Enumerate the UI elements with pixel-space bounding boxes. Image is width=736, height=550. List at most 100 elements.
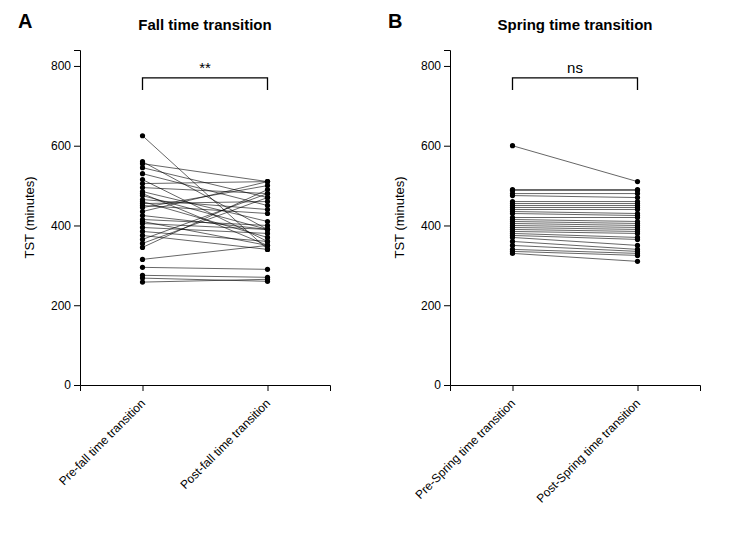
tick: Post-fall time transition (177, 385, 273, 492)
bracket (143, 78, 268, 90)
tick: 200 (421, 299, 450, 313)
tick: 400 (421, 219, 450, 233)
marks (510, 143, 640, 264)
connector (143, 198, 268, 244)
y-axis: 0 200 400 600 800 (51, 51, 81, 393)
connector (513, 237, 638, 245)
tick-mark (143, 385, 144, 391)
dot (140, 257, 145, 262)
connector (513, 219, 638, 221)
dot (265, 179, 270, 184)
connector (513, 214, 638, 216)
dot (140, 171, 145, 176)
connector (143, 194, 268, 240)
connector (513, 146, 638, 182)
dot (510, 251, 515, 256)
connector (143, 245, 268, 259)
y-axis-title: TST (minutes) (392, 176, 407, 258)
panel-label: B (388, 10, 402, 32)
tick-label: 400 (421, 219, 441, 233)
tick: 400 (51, 219, 80, 233)
connector (513, 217, 638, 218)
dot (265, 179, 270, 184)
connector (513, 249, 638, 253)
annotation-text: ** (199, 59, 211, 76)
connector (143, 279, 268, 282)
dot (265, 277, 270, 282)
dot (265, 243, 270, 248)
bracket (513, 78, 638, 90)
tick-mark (74, 66, 80, 67)
tick-label: 600 (51, 139, 71, 153)
tick: 0 (64, 378, 80, 392)
dot (635, 253, 640, 258)
tick-mark (444, 305, 450, 306)
connector (513, 221, 638, 223)
tick-label: Post-Spring time transition (534, 396, 643, 505)
y-axis-title: TST (minutes) (22, 176, 37, 258)
panel: 0 200 400 600 800 Pre-Spring time transitionP… (388, 10, 701, 506)
connector (143, 182, 268, 184)
tick-mark (444, 66, 450, 67)
connector (143, 278, 268, 281)
tick-mark (74, 225, 80, 226)
tick-mark (268, 385, 269, 391)
tick-label: Post-fall time transition (177, 396, 273, 492)
tick: Pre-fall time transition (56, 385, 148, 488)
connector (143, 275, 268, 277)
dot (265, 243, 270, 248)
dot (140, 133, 145, 138)
axis-line (451, 386, 701, 392)
tick-mark (444, 385, 450, 386)
connector (513, 193, 638, 194)
tick-mark (444, 225, 450, 226)
tick-label: Pre-fall time transition (56, 396, 148, 488)
axis-line (74, 51, 81, 386)
axis-line (81, 386, 331, 392)
dot (635, 237, 640, 242)
tick-mark (513, 385, 514, 391)
connector (513, 209, 638, 210)
tick: 200 (51, 299, 80, 313)
dot (265, 243, 270, 248)
dot (265, 211, 270, 216)
dot (265, 187, 270, 192)
dot (140, 280, 145, 285)
dot (140, 165, 145, 170)
axis-line (444, 51, 451, 386)
dot (265, 231, 270, 236)
connector (143, 136, 268, 250)
connector (143, 216, 268, 230)
tick: 800 (51, 59, 80, 73)
tick-label: 0 (434, 378, 441, 392)
annotation: ns (513, 59, 638, 90)
connector (143, 182, 268, 212)
tick: 800 (421, 59, 450, 73)
connector (143, 190, 268, 248)
tick-mark (74, 305, 80, 306)
tick-mark (74, 385, 80, 386)
tick-label: 800 (51, 59, 71, 73)
tick-label: 600 (421, 139, 441, 153)
panel: 0 200 400 600 800 Pre-fall time transition Pos… (18, 10, 331, 492)
dot (265, 195, 270, 200)
panel-label: A (18, 10, 32, 32)
tick: 0 (434, 378, 450, 392)
tick-label: 800 (421, 59, 441, 73)
dot (140, 265, 145, 270)
x-axis: Pre-fall time transition Post-fall time t… (56, 385, 330, 492)
connector (513, 231, 638, 233)
tick: 600 (51, 139, 80, 153)
dot (635, 259, 640, 264)
tick: Post-Spring time transition (534, 385, 643, 506)
x-axis: Pre-Spring time transitionPost-Spring ti… (412, 385, 700, 506)
connector (513, 201, 638, 202)
tick: 600 (421, 139, 450, 153)
connector (513, 253, 638, 261)
connector (513, 196, 638, 198)
connector (513, 189, 638, 190)
dot (265, 195, 270, 200)
dot (510, 143, 515, 148)
title: Spring time transition (497, 16, 652, 33)
tick-mark (74, 146, 80, 147)
